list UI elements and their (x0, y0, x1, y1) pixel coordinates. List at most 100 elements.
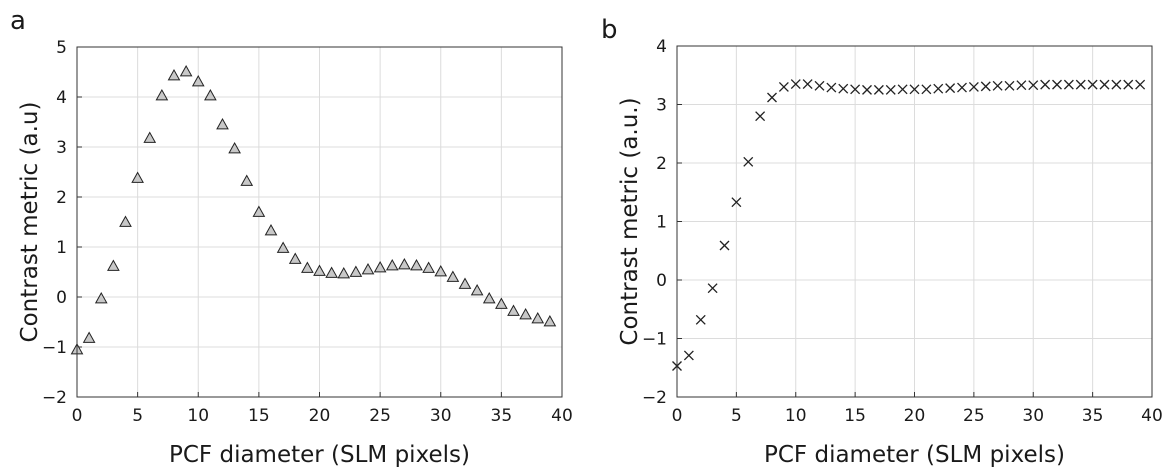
panel-a-data-point (228, 141, 241, 154)
panel-b-data-point (992, 80, 1003, 91)
panel-a-grid (76, 46, 563, 398)
panel-a-x-tick-label: 25 (369, 406, 391, 426)
panel-b-data-point (743, 156, 754, 167)
panel-a-x-tick-label: 20 (309, 406, 331, 426)
panel-a-data-point (361, 262, 375, 275)
panel-a-data-point (507, 304, 520, 316)
panel-a-y-tick-label: 1 (56, 238, 67, 258)
panel-b-x-tick-label: 0 (672, 406, 683, 426)
panel-b-data-point (1063, 79, 1074, 90)
panel-a-x-tick-label: 35 (491, 406, 513, 426)
panel-a-y-tick-label: 3 (56, 138, 67, 158)
panel-b-x-tick-label: 30 (1022, 406, 1044, 426)
panel-b-data-point (1004, 80, 1015, 91)
panel-a-data-point (119, 215, 132, 227)
panel-a-data-point (422, 261, 435, 273)
panel-b-x-tick-label: 5 (731, 406, 742, 426)
panel-b-data-point (980, 81, 991, 92)
panel-a-x-axis-title: PCF diameter (SLM pixels) (169, 442, 470, 468)
panel-b-y-tick-label: −1 (642, 330, 667, 350)
panel-a-x-tick-label: 0 (72, 406, 83, 426)
panel-b-data-point (1135, 79, 1146, 90)
panel-b-data-point (862, 84, 872, 95)
panel-a-data-point (82, 331, 96, 343)
panel-a-data-point (337, 266, 351, 279)
panel-a-data-point (155, 88, 169, 101)
panel-a-data-point (446, 270, 460, 282)
panel-b-data-point (1087, 79, 1098, 90)
panel-a-markers (70, 64, 557, 355)
panel-b-x-tick-label: 10 (785, 406, 807, 426)
panel-a-data-point (385, 258, 399, 271)
panel-b-data-point (826, 82, 837, 93)
panel-b-data-point (707, 283, 718, 294)
panel-b-x-tick-label: 35 (1082, 406, 1104, 426)
panel-a-y-axis-title: Contrast metric (a.u) (17, 102, 43, 343)
panel-a-data-point (398, 257, 411, 270)
panel-a-data-point (313, 264, 326, 276)
panel-b-data-point (814, 80, 825, 91)
panel-b-x-tick-label: 15 (844, 406, 866, 426)
panel-b-data-point (909, 84, 920, 95)
panel-b-data-point (719, 240, 730, 251)
panel-b-data-point (790, 79, 801, 89)
panel-a-data-point (470, 283, 484, 296)
panel-a-x-tick-label: 10 (187, 406, 209, 426)
panel-b-data-point (1016, 80, 1027, 91)
panel-a-data-point (264, 223, 278, 236)
panel-a-y-tick-label: 5 (56, 38, 67, 58)
panel-b-data-point (921, 84, 932, 95)
panel-b-data-point (755, 111, 766, 122)
panel-b-y-tick-label: 2 (656, 154, 667, 174)
panel-a-y-tick-label: 4 (56, 88, 67, 108)
panel-b-grid (676, 45, 1153, 398)
panel-a-data-point (179, 64, 193, 77)
panel-a-data-point (519, 307, 532, 320)
panel-b-data-point (1123, 79, 1134, 90)
panel-a-data-point (143, 131, 157, 143)
panel-a-x-tick-label: 15 (248, 406, 270, 426)
panel-a-data-point (204, 88, 217, 101)
panel-b-data-point (1111, 79, 1122, 90)
panel-b-x-tick-label: 25 (963, 406, 985, 426)
panel-a-data-point (482, 291, 496, 304)
panel-b-y-tick-label: 3 (656, 96, 667, 116)
panel-b-data-point (802, 79, 813, 89)
panel-a-x-tick-label: 5 (132, 406, 143, 426)
panel-b-x-tick-label: 20 (904, 406, 926, 426)
panel-a-data-point (495, 297, 508, 309)
panel-a: a 0 5 10 15 20 25 30 35 40 −2 −1 0 1 2 3 4 5 PCF diamete… (10, 6, 573, 468)
panel-a-data-point (94, 291, 108, 304)
panel-a-data-point (349, 265, 363, 277)
panel-a-data-point (240, 174, 254, 186)
panel-b-data-point (1040, 79, 1051, 90)
panel-a-data-point (288, 252, 302, 264)
panel-b-data-point (695, 314, 706, 325)
panel-a-y-tick-label: −2 (42, 388, 67, 408)
panel-b-axes-frame (676, 45, 1153, 398)
panel-a-ticks: 0 5 10 15 20 25 30 35 40 −2 −1 0 1 2 3 4 5 (42, 38, 573, 426)
panel-a-data-point (252, 205, 266, 217)
panel-a-data-point (301, 261, 314, 273)
panel-b-y-tick-label: −2 (642, 388, 667, 408)
panel-a-data-point (543, 314, 557, 327)
panel-b-y-axis-title: Contrast metric (a.u.) (617, 97, 643, 345)
panel-b-data-point (968, 81, 979, 92)
panel-a-label: a (10, 6, 26, 36)
panel-b-data-point (1052, 79, 1062, 90)
panel-b-data-point (683, 350, 694, 361)
panel-b-ticks: 0 5 10 15 20 25 30 35 40 −2 −1 0 1 2 3 4 (642, 37, 1163, 426)
panel-b-data-point (873, 84, 884, 95)
panel-b-label: b (601, 15, 618, 45)
panel-a-data-point (131, 171, 144, 183)
panel-b-data-point (731, 197, 742, 208)
panel-b-data-point (778, 81, 789, 92)
panel-a-data-point (107, 259, 120, 271)
panel-b-markers (672, 79, 1146, 371)
panel-a-data-point (458, 277, 472, 289)
panel-b: b 0 5 10 15 20 25 30 35 40 −2 −1 0 1 2 3 4 PCF diameter… (601, 15, 1163, 468)
panel-a-y-tick-label: 2 (56, 188, 67, 208)
panel-b-y-tick-label: 0 (656, 271, 667, 291)
panel-a-data-point (325, 266, 338, 278)
